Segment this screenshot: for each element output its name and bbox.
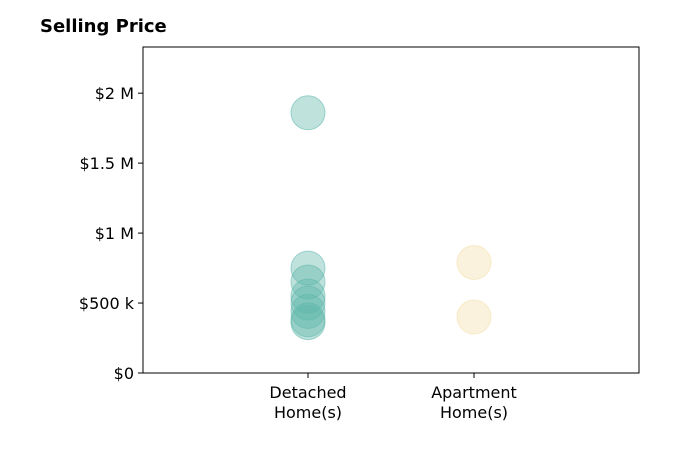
data-point-series0-5: [290, 293, 326, 329]
data-point-series0-2: [290, 264, 326, 300]
y-tick-label-4: $2 M: [95, 84, 134, 103]
data-point-series0-7: [290, 305, 326, 341]
y-tick-label-0: $0: [114, 364, 134, 383]
y-tick-label-3: $1.5 M: [79, 154, 134, 173]
chart-title: Selling Price: [40, 16, 167, 37]
y-tick-label-2: $1 M: [95, 224, 134, 243]
y-axis: $0 $500 k $1 M $1.5 M $2 M: [79, 84, 143, 383]
data-points: [290, 95, 492, 341]
data-point-series1-1: [456, 299, 492, 335]
x-tick-label-0: Detached Home(s): [269, 383, 346, 422]
plot-area-frame: [142, 46, 640, 374]
data-point-series0-0: [290, 95, 326, 131]
y-tick-label-1: $500 k: [79, 294, 135, 313]
x-axis: Detached Home(s) Apartment Home(s): [269, 373, 517, 422]
x-tick-label-1: Apartment Home(s): [431, 383, 517, 422]
data-point-series0-1: [290, 250, 326, 286]
data-point-series1-0: [456, 244, 492, 280]
